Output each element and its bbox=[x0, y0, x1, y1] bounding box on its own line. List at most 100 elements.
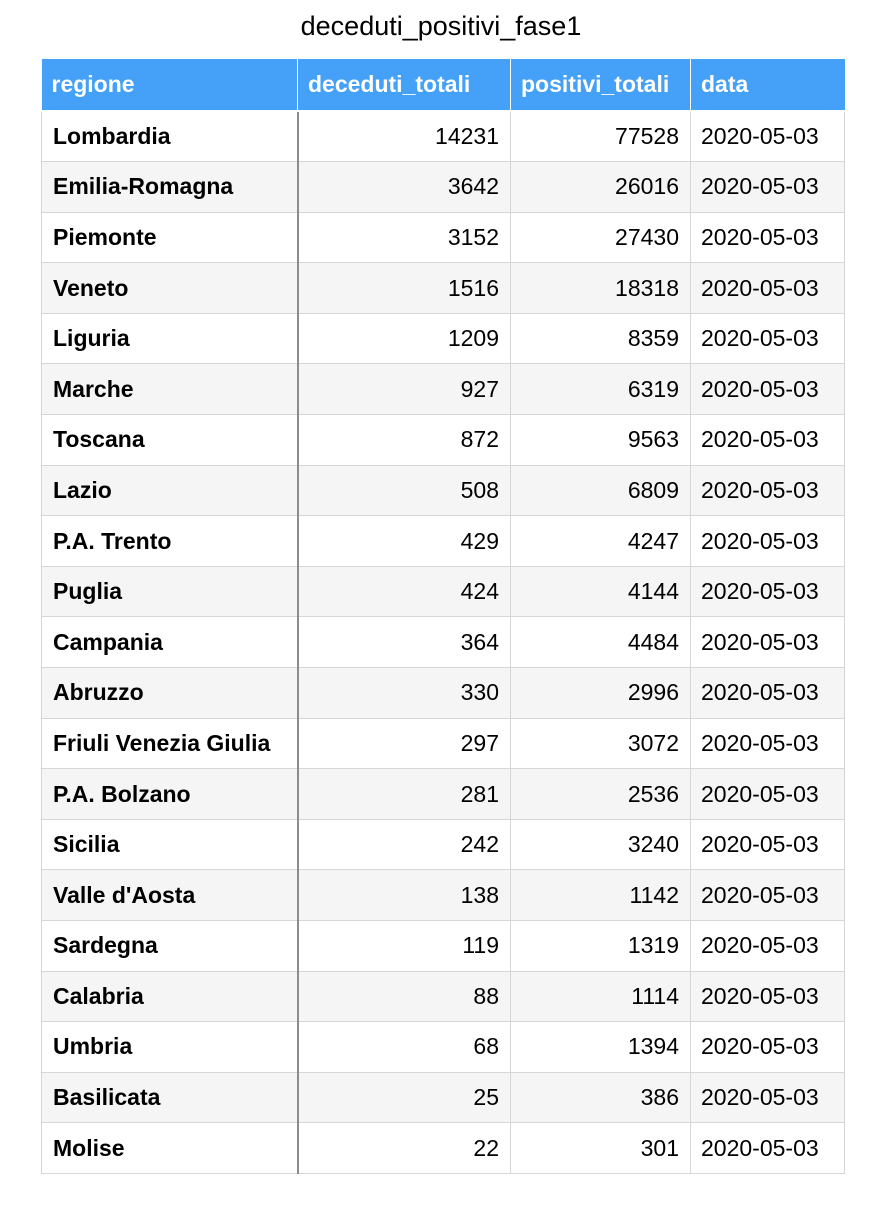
cell-data: 2020-05-03 bbox=[690, 414, 845, 466]
cell-positivi-totali: 4144 bbox=[510, 565, 691, 618]
cell-positivi-totali: 27430 bbox=[510, 211, 691, 264]
table-row: Marche 927 6319 2020-05-03 bbox=[41, 363, 845, 416]
cell-deceduti-totali: 281 bbox=[297, 768, 511, 820]
cell-data: 2020-05-03 bbox=[690, 1122, 845, 1174]
cell-deceduti-totali: 25 bbox=[297, 1071, 511, 1124]
table-row: Puglia 424 4144 2020-05-03 bbox=[41, 565, 845, 618]
table-row: Sicilia 242 3240 2020-05-03 bbox=[41, 818, 845, 871]
cell-data: 2020-05-03 bbox=[690, 768, 845, 820]
cell-positivi-totali: 1142 bbox=[510, 869, 691, 921]
cell-data: 2020-05-03 bbox=[690, 667, 845, 719]
cell-regione: Basilicata bbox=[41, 1071, 299, 1124]
column-header-regione[interactable]: regione bbox=[41, 59, 298, 112]
cell-deceduti-totali: 22 bbox=[297, 1122, 511, 1174]
table-row: Basilicata 25 386 2020-05-03 bbox=[41, 1071, 845, 1124]
table-row: Veneto 1516 18318 2020-05-03 bbox=[41, 262, 845, 314]
cell-deceduti-totali: 872 bbox=[297, 414, 511, 466]
cell-regione: Friuli Venezia Giulia bbox=[41, 717, 299, 770]
header-row: regione deceduti_totali positivi_totali … bbox=[41, 59, 845, 112]
cell-data: 2020-05-03 bbox=[690, 1071, 845, 1124]
cell-regione: Veneto bbox=[41, 262, 299, 314]
cell-positivi-totali: 3240 bbox=[510, 818, 691, 871]
table-row: Campania 364 4484 2020-05-03 bbox=[41, 616, 845, 669]
table-row: Friuli Venezia Giulia 297 3072 2020-05-03 bbox=[41, 717, 845, 770]
table-row: Calabria 88 1114 2020-05-03 bbox=[41, 970, 845, 1023]
cell-regione: Umbria bbox=[41, 1021, 299, 1073]
cell-deceduti-totali: 927 bbox=[297, 363, 511, 416]
column-header-positivi-totali[interactable]: positivi_totali bbox=[510, 59, 691, 112]
cell-positivi-totali: 301 bbox=[510, 1122, 691, 1174]
cell-deceduti-totali: 88 bbox=[297, 970, 511, 1023]
cell-deceduti-totali: 68 bbox=[297, 1021, 511, 1073]
cell-positivi-totali: 18318 bbox=[510, 262, 691, 314]
cell-regione: Sardegna bbox=[41, 920, 299, 972]
cell-data: 2020-05-03 bbox=[690, 1021, 845, 1073]
cell-deceduti-totali: 3152 bbox=[297, 211, 511, 264]
column-header-data[interactable]: data bbox=[690, 59, 845, 112]
table-row: Lombardia 14231 77528 2020-05-03 bbox=[41, 110, 845, 163]
cell-data: 2020-05-03 bbox=[690, 920, 845, 972]
cell-regione: P.A. Bolzano bbox=[41, 768, 299, 820]
cell-deceduti-totali: 330 bbox=[297, 667, 511, 719]
cell-deceduti-totali: 424 bbox=[297, 565, 511, 618]
table-header: regione deceduti_totali positivi_totali … bbox=[41, 59, 845, 112]
cell-positivi-totali: 9563 bbox=[510, 414, 691, 466]
cell-regione: Lombardia bbox=[41, 110, 299, 163]
table-row: Liguria 1209 8359 2020-05-03 bbox=[41, 312, 845, 365]
cell-data: 2020-05-03 bbox=[690, 616, 845, 669]
cell-regione: Valle d'Aosta bbox=[41, 869, 299, 921]
table-row: Valle d'Aosta 138 1142 2020-05-03 bbox=[41, 869, 845, 921]
cell-regione: Liguria bbox=[41, 312, 299, 365]
cell-deceduti-totali: 138 bbox=[297, 869, 511, 921]
data-table: regione deceduti_totali positivi_totali … bbox=[41, 59, 845, 1174]
cell-deceduti-totali: 119 bbox=[297, 920, 511, 972]
cell-regione: Abruzzo bbox=[41, 667, 299, 719]
cell-data: 2020-05-03 bbox=[690, 515, 845, 567]
cell-deceduti-totali: 1516 bbox=[297, 262, 511, 314]
cell-positivi-totali: 2996 bbox=[510, 667, 691, 719]
cell-positivi-totali: 6809 bbox=[510, 464, 691, 517]
cell-regione: Puglia bbox=[41, 565, 299, 618]
cell-deceduti-totali: 14231 bbox=[297, 110, 511, 163]
cell-positivi-totali: 1114 bbox=[510, 970, 691, 1023]
cell-regione: Molise bbox=[41, 1122, 299, 1174]
table-row: P.A. Bolzano 281 2536 2020-05-03 bbox=[41, 768, 845, 820]
cell-deceduti-totali: 429 bbox=[297, 515, 511, 567]
table-row: Umbria 68 1394 2020-05-03 bbox=[41, 1021, 845, 1073]
cell-positivi-totali: 3072 bbox=[510, 717, 691, 770]
cell-regione: Calabria bbox=[41, 970, 299, 1023]
cell-data: 2020-05-03 bbox=[690, 110, 845, 163]
cell-deceduti-totali: 364 bbox=[297, 616, 511, 669]
cell-data: 2020-05-03 bbox=[690, 211, 845, 264]
cell-data: 2020-05-03 bbox=[690, 869, 845, 921]
cell-data: 2020-05-03 bbox=[690, 970, 845, 1023]
cell-positivi-totali: 1394 bbox=[510, 1021, 691, 1073]
table-row: P.A. Trento 429 4247 2020-05-03 bbox=[41, 515, 845, 567]
cell-deceduti-totali: 242 bbox=[297, 818, 511, 871]
column-header-deceduti-totali[interactable]: deceduti_totali bbox=[297, 59, 511, 112]
cell-regione: Piemonte bbox=[41, 211, 299, 264]
table-row: Toscana 872 9563 2020-05-03 bbox=[41, 414, 845, 466]
table-row: Abruzzo 330 2996 2020-05-03 bbox=[41, 667, 845, 719]
cell-data: 2020-05-03 bbox=[690, 262, 845, 314]
cell-data: 2020-05-03 bbox=[690, 717, 845, 770]
cell-data: 2020-05-03 bbox=[690, 161, 845, 213]
cell-regione: Toscana bbox=[41, 414, 299, 466]
cell-positivi-totali: 4484 bbox=[510, 616, 691, 669]
cell-deceduti-totali: 297 bbox=[297, 717, 511, 770]
cell-positivi-totali: 386 bbox=[510, 1071, 691, 1124]
table-row: Emilia-Romagna 3642 26016 2020-05-03 bbox=[41, 161, 845, 213]
cell-data: 2020-05-03 bbox=[690, 565, 845, 618]
cell-regione: Campania bbox=[41, 616, 299, 669]
table-body: Lombardia 14231 77528 2020-05-03 Emilia-Roma… bbox=[41, 110, 845, 1174]
cell-data: 2020-05-03 bbox=[690, 818, 845, 871]
table-row: Piemonte 3152 27430 2020-05-03 bbox=[41, 211, 845, 264]
table-row: Molise 22 301 2020-05-03 bbox=[41, 1122, 845, 1174]
cell-positivi-totali: 26016 bbox=[510, 161, 691, 213]
cell-positivi-totali: 2536 bbox=[510, 768, 691, 820]
cell-deceduti-totali: 3642 bbox=[297, 161, 511, 213]
cell-data: 2020-05-03 bbox=[690, 464, 845, 517]
cell-regione: P.A. Trento bbox=[41, 515, 299, 567]
cell-positivi-totali: 6319 bbox=[510, 363, 691, 416]
cell-positivi-totali: 1319 bbox=[510, 920, 691, 972]
